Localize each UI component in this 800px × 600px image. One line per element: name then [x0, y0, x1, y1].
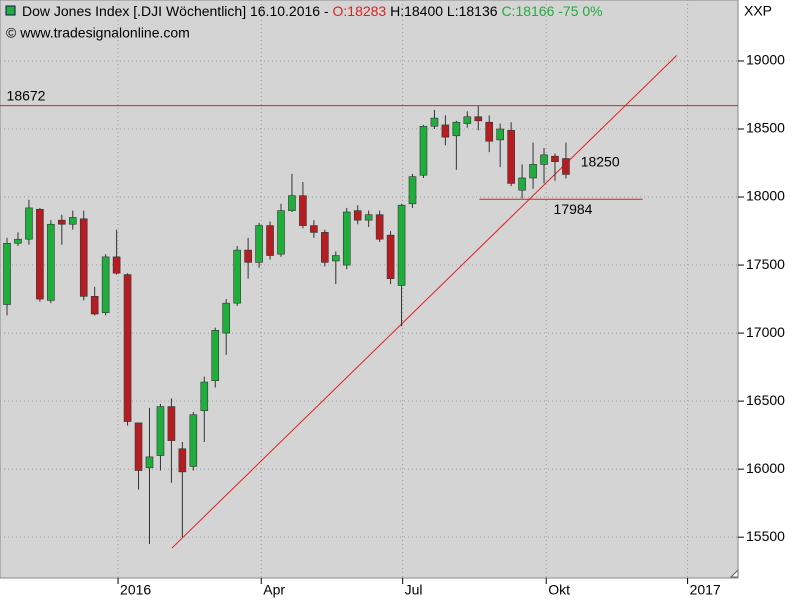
scroll-handle[interactable] — [729, 568, 739, 578]
candle-body — [474, 116, 483, 122]
y-tick-label: 19000 — [746, 52, 785, 68]
candle-body — [36, 208, 44, 300]
candle-body — [134, 422, 143, 471]
x-tick-label: Apr — [263, 582, 285, 598]
candle-body — [419, 125, 428, 176]
candle-body — [529, 164, 537, 179]
candle-body — [189, 414, 198, 467]
candle-body — [58, 219, 66, 225]
candle-body — [255, 225, 263, 263]
y-tick-label: 18500 — [746, 120, 785, 136]
candle-body — [386, 234, 395, 279]
x-tick-label: Okt — [548, 582, 570, 598]
candle-body — [277, 210, 285, 255]
candle-body — [90, 296, 99, 315]
level-label: 17984 — [554, 201, 593, 217]
y-tick-label: 16500 — [746, 392, 785, 408]
corner-label: XXP — [744, 3, 772, 19]
candle-body — [485, 121, 494, 142]
candle-body — [430, 117, 439, 127]
candle-body — [353, 210, 362, 221]
candle-body — [3, 242, 11, 305]
candle-body — [331, 255, 340, 262]
level-label: 18672 — [7, 87, 46, 103]
candle-body — [233, 249, 241, 304]
candle-body — [452, 121, 461, 137]
close-text: C:18166 -75 0% — [501, 3, 602, 19]
candle-body — [507, 130, 515, 184]
candle-body — [540, 154, 548, 165]
x-tick-label: 2017 — [690, 582, 721, 598]
candle-body — [299, 195, 307, 226]
candle-body — [375, 214, 384, 240]
y-tick-label: 15500 — [746, 528, 785, 544]
candle-body — [518, 177, 526, 191]
candle-body — [178, 448, 187, 473]
instrument: Dow Jones Index [.DJI Wöchentlich] 16.10… — [22, 3, 329, 19]
candle-body — [222, 302, 231, 334]
candle-body — [200, 381, 209, 411]
candle-body — [288, 195, 296, 211]
candle-body — [310, 225, 318, 233]
y-tick-label: 16000 — [746, 460, 785, 476]
candle-body — [211, 330, 220, 382]
candle-body — [342, 211, 351, 266]
candle-body — [364, 214, 373, 221]
candle-body — [321, 232, 329, 263]
candle-body — [79, 218, 88, 297]
candle-body — [266, 225, 274, 256]
high-low-text: H:18400 L:18136 — [390, 3, 498, 19]
candle-body — [244, 249, 252, 263]
candle-body — [397, 204, 406, 286]
candle-body — [123, 274, 132, 422]
x-tick-label: 2016 — [120, 582, 151, 598]
candle-body — [551, 155, 559, 162]
candle-body — [167, 406, 176, 441]
chart-header: Dow Jones Index [.DJI Wöchentlich] 16.10… — [22, 3, 603, 19]
candle-body — [463, 116, 472, 124]
instrument-icon — [5, 5, 16, 16]
copyright: © www.tradesignalonline.com — [6, 25, 190, 41]
candle-body — [14, 238, 22, 244]
candle-body — [441, 124, 450, 138]
candle-body — [562, 158, 570, 175]
trendline — [171, 55, 677, 549]
x-tick-label: Jul — [405, 582, 423, 598]
y-tick-label: 18000 — [746, 188, 785, 204]
candle-body — [408, 176, 417, 205]
candle-body — [101, 256, 110, 313]
candle-body — [47, 223, 55, 301]
candle-body — [145, 456, 154, 469]
candle-body — [496, 128, 504, 141]
plot-area — [0, 0, 739, 579]
candle-body — [25, 207, 33, 240]
candle-body — [68, 217, 77, 225]
y-tick-label: 17000 — [746, 324, 785, 340]
open-text: O:18283 — [333, 3, 387, 19]
candle-body — [112, 256, 121, 274]
candle-body — [156, 406, 165, 456]
trendline-label: 18250 — [581, 154, 620, 170]
y-tick-label: 17500 — [746, 256, 785, 272]
